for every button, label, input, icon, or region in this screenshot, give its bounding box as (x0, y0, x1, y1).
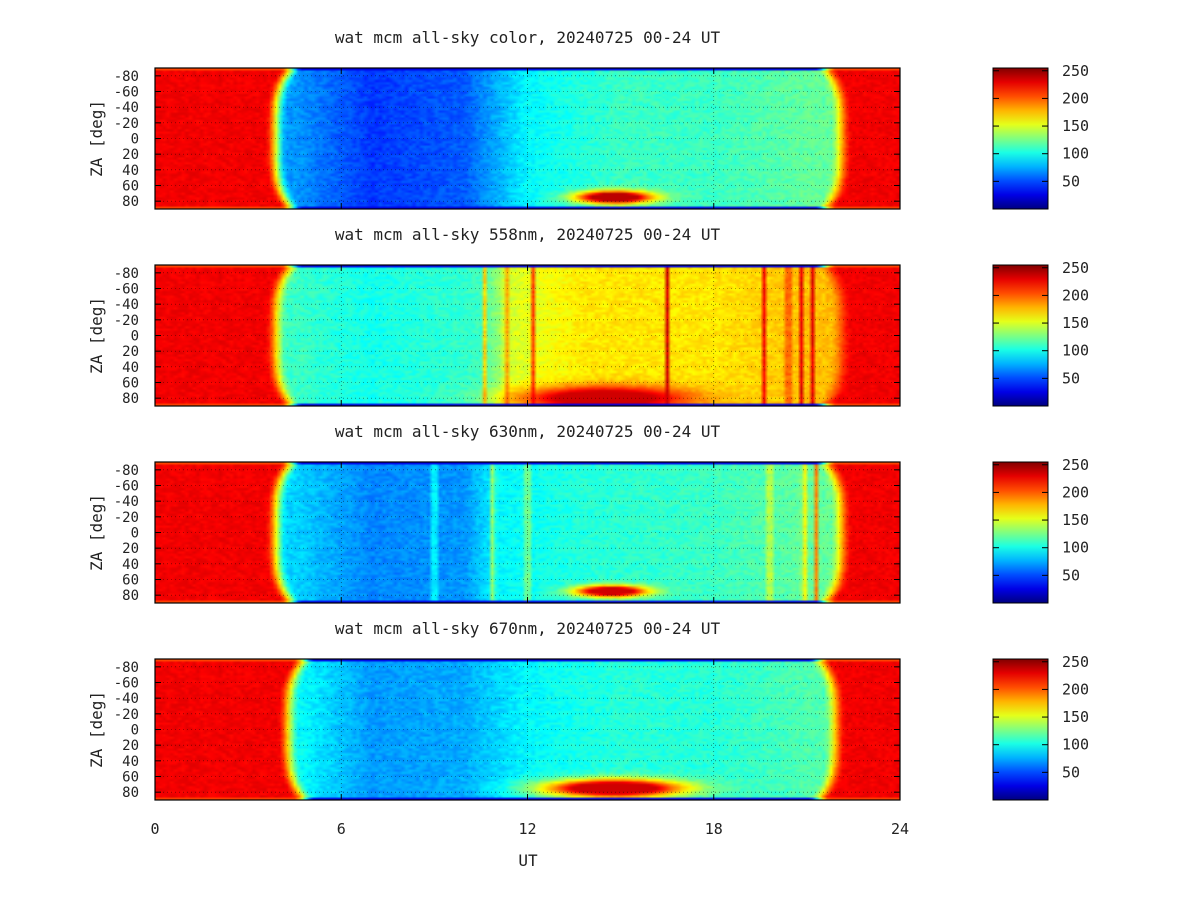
colorbar-tick-label: 250 (1062, 456, 1089, 474)
colorbar-tick-label: 100 (1062, 145, 1089, 163)
y-tick-label: -20 (114, 707, 139, 723)
y-tick-label: 80 (122, 391, 139, 407)
y-tick-label: -80 (114, 660, 139, 676)
panel-title: wat mcm all-sky 670nm, 20240725 00-24 UT (335, 619, 721, 638)
y-tick-label: 20 (122, 147, 139, 163)
x-tick-label: 18 (705, 820, 723, 838)
y-tick-label: -80 (114, 69, 139, 85)
y-tick-label: 0 (131, 132, 139, 148)
y-tick-label: 20 (122, 738, 139, 754)
colorbar (992, 67, 1049, 210)
colorbar-tick-label: 150 (1062, 117, 1089, 135)
y-tick-label: -20 (114, 510, 139, 526)
x-axis: 0 6 12 18 24 (150, 820, 909, 838)
y-tick-label: -20 (114, 313, 139, 329)
y-tick-label: 80 (122, 588, 139, 604)
colorbar-tick-label: 250 (1062, 259, 1089, 277)
colorbar-tick-label: 200 (1062, 483, 1089, 501)
colorbar-tick-label: 50 (1062, 763, 1080, 781)
y-tick-label: -60 (114, 85, 139, 101)
colorbar (992, 461, 1049, 604)
colorbar-tick-label: 200 (1062, 680, 1089, 698)
y-axis-label: ZA [deg] (87, 100, 106, 177)
y-tick-label: 0 (131, 329, 139, 345)
y-tick-label: 20 (122, 541, 139, 557)
y-tick-label: 40 (122, 557, 139, 573)
y-tick-label: 60 (122, 179, 139, 195)
colorbar-tick-label: 100 (1062, 342, 1089, 360)
colorbar-tick-label: 100 (1062, 736, 1089, 754)
y-tick-label: -80 (114, 266, 139, 282)
y-tick-label: 20 (122, 344, 139, 360)
colorbar-tick-label: 150 (1062, 708, 1089, 726)
colorbar (992, 658, 1049, 801)
colorbar-tick-label: 150 (1062, 511, 1089, 529)
y-tick-label: 0 (131, 723, 139, 739)
colorbar-tick-label: 50 (1062, 566, 1080, 584)
y-tick-label: 60 (122, 376, 139, 392)
colorbar-tick-label: 100 (1062, 539, 1089, 557)
y-tick-label: -60 (114, 479, 139, 495)
y-tick-label: -80 (114, 463, 139, 479)
y-axis-label: ZA [deg] (87, 691, 106, 768)
panel-title: wat mcm all-sky color, 20240725 00-24 UT (335, 28, 721, 47)
colorbar (992, 264, 1049, 407)
colorbar-tick-label: 50 (1062, 172, 1080, 190)
y-tick-label: 0 (131, 526, 139, 542)
chart-panel-3: wat mcm all-sky 630nm, 20240725 00-24 UT… (87, 422, 1089, 604)
colorbar-tick-label: 200 (1062, 89, 1089, 107)
y-tick-label: -20 (114, 116, 139, 132)
y-tick-label: -60 (114, 676, 139, 692)
y-tick-label: 80 (122, 194, 139, 210)
colorbar-tick-label: 200 (1062, 286, 1089, 304)
x-tick-label: 6 (337, 820, 346, 838)
colorbar-tick-label: 250 (1062, 653, 1089, 671)
y-axis-label: ZA [deg] (87, 297, 106, 374)
y-axis-label: ZA [deg] (87, 494, 106, 571)
y-tick-label: -40 (114, 691, 139, 707)
y-tick-label: -60 (114, 282, 139, 298)
panel-title: wat mcm all-sky 630nm, 20240725 00-24 UT (335, 422, 721, 441)
x-tick-label: 0 (150, 820, 159, 838)
colorbar-tick-label: 250 (1062, 62, 1089, 80)
x-axis-label: UT (518, 851, 538, 870)
y-tick-label: 40 (122, 754, 139, 770)
y-tick-label: 60 (122, 573, 139, 589)
colorbar-tick-label: 150 (1062, 314, 1089, 332)
x-tick-label: 24 (891, 820, 909, 838)
panel-title: wat mcm all-sky 558nm, 20240725 00-24 UT (335, 225, 721, 244)
y-tick-label: -40 (114, 100, 139, 116)
y-tick-label: 40 (122, 360, 139, 376)
y-tick-label: 80 (122, 785, 139, 801)
chart-panel-2: wat mcm all-sky 558nm, 20240725 00-24 UT… (87, 225, 1089, 407)
x-tick-label: 12 (518, 820, 536, 838)
y-tick-label: 40 (122, 163, 139, 179)
colorbar-tick-label: 50 (1062, 369, 1080, 387)
y-tick-label: 60 (122, 770, 139, 786)
y-tick-label: -40 (114, 494, 139, 510)
chart-panel-4: wat mcm all-sky 670nm, 20240725 00-24 UT… (87, 619, 1089, 801)
y-tick-label: -40 (114, 297, 139, 313)
chart-panel-1: wat mcm all-sky color, 20240725 00-24 UT… (87, 28, 1089, 210)
